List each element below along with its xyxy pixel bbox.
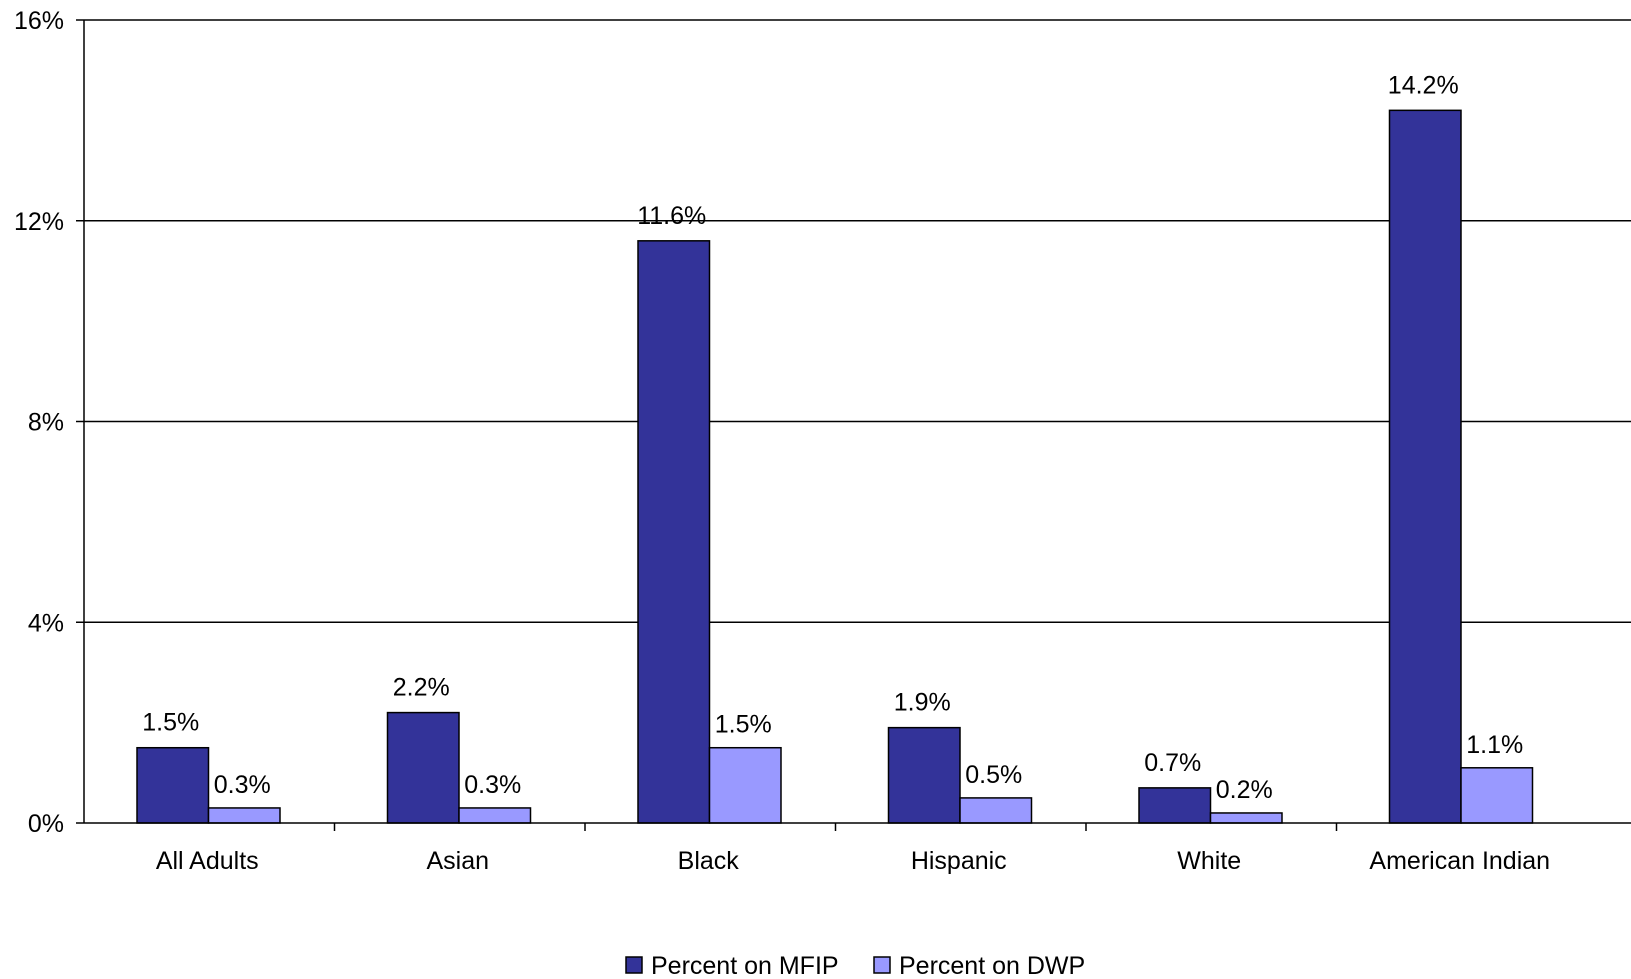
data-label: 0.3% xyxy=(464,771,521,799)
x-category-label: Black xyxy=(678,847,740,875)
legend-swatch-dwp xyxy=(873,956,891,974)
bars xyxy=(136,109,1534,824)
data-label: 0.7% xyxy=(1144,749,1201,777)
bar-mfip xyxy=(1388,109,1462,824)
bar-mfip xyxy=(386,711,460,824)
x-axis-category-labels: All Adults Asian Black Hispanic White America… xyxy=(156,847,1550,875)
x-category-label: Asian xyxy=(426,847,489,875)
y-tick-label: 8% xyxy=(28,409,64,437)
bar-mfip xyxy=(887,726,961,824)
y-tick-label: 12% xyxy=(14,208,64,236)
y-tick-label: 0% xyxy=(28,810,64,838)
y-axis-tick-labels: 0% 4% 8% 12% 16% xyxy=(14,7,64,838)
legend: Percent on MFIP Percent on DWP xyxy=(625,952,1085,979)
x-category-label: American Indian xyxy=(1369,847,1550,875)
data-label: 11.6% xyxy=(637,202,706,230)
data-label: 0.2% xyxy=(1216,776,1273,804)
bar-dwp xyxy=(708,746,782,824)
y-tick-label: 4% xyxy=(28,609,64,637)
y-tick-label: 16% xyxy=(14,7,64,35)
data-label: 1.5% xyxy=(715,711,772,739)
data-label: 0.3% xyxy=(214,771,271,799)
bar-mfip xyxy=(637,240,711,824)
data-label: 2.2% xyxy=(393,674,450,702)
gridlines xyxy=(84,19,1631,623)
axes xyxy=(76,19,1631,831)
bar-dwp xyxy=(1460,767,1534,824)
data-label: 1.5% xyxy=(142,709,199,737)
data-label: 1.9% xyxy=(894,689,951,717)
bar-mfip xyxy=(136,746,210,824)
bar-dwp xyxy=(1209,812,1283,824)
x-category-label: White xyxy=(1177,847,1241,875)
x-category-label: All Adults xyxy=(156,847,259,875)
data-label: 14.2% xyxy=(1388,71,1459,99)
x-category-label: Hispanic xyxy=(911,847,1007,875)
legend-label-dwp: Percent on DWP xyxy=(899,952,1085,979)
bar-dwp xyxy=(959,797,1033,824)
bar-dwp xyxy=(458,807,532,824)
bar-mfip xyxy=(1138,787,1212,824)
legend-label-mfip: Percent on MFIP xyxy=(651,952,839,979)
data-label: 1.1% xyxy=(1466,731,1523,759)
bar-dwp xyxy=(207,807,281,824)
data-labels: 1.5% 0.3% 2.2% 0.3% 11.6% 1.5% 1.9% 0.5% 0.7% 0.2… xyxy=(142,71,1523,804)
legend-swatch-mfip xyxy=(625,956,643,974)
data-label: 0.5% xyxy=(965,761,1022,789)
